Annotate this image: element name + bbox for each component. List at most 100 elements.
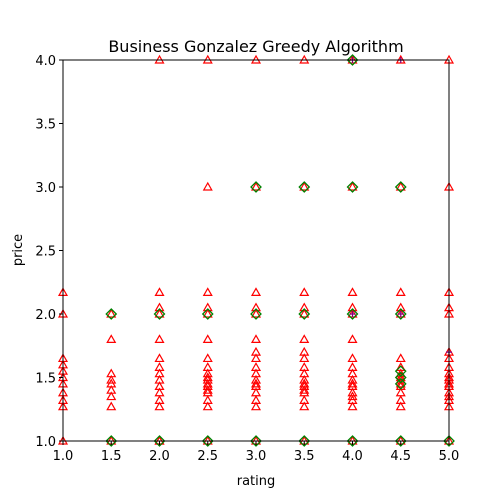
- data-point: [397, 311, 404, 317]
- data-point: [395, 387, 406, 397]
- y-tick-label: 4.0: [35, 54, 56, 69]
- data-point: [105, 435, 118, 447]
- data-point: [154, 334, 165, 343]
- data-point: [106, 401, 117, 411]
- data-point: [250, 387, 262, 397]
- x-tick-label: 2.0: [149, 449, 170, 464]
- data-point: [250, 353, 262, 363]
- x-tick-label: 3.0: [246, 449, 267, 464]
- x-tick-label: 4.0: [342, 449, 363, 464]
- data-point: [299, 181, 310, 191]
- data-point: [395, 181, 406, 191]
- data-point: [250, 401, 262, 411]
- data-point: [202, 374, 213, 384]
- data-point: [299, 353, 310, 363]
- data-point: [347, 181, 358, 191]
- data-point: [250, 308, 262, 318]
- data-point: [346, 308, 359, 320]
- x-tick-label: 3.5: [294, 449, 315, 464]
- data-point: [106, 374, 117, 384]
- data-point: [106, 334, 117, 343]
- data-point: [395, 378, 406, 388]
- x-tick-label: 2.5: [197, 449, 218, 464]
- data-point: [299, 395, 310, 404]
- data-point: [106, 308, 117, 318]
- plot-area: [57, 54, 455, 447]
- data-point: [250, 308, 262, 320]
- data-point: [250, 181, 262, 191]
- x-tick-label: 5.0: [439, 449, 460, 464]
- data-point: [250, 435, 262, 447]
- data-point: [202, 362, 213, 371]
- data-point: [250, 374, 262, 384]
- data-point: [106, 368, 117, 378]
- data-point: [299, 381, 310, 390]
- data-point: [202, 378, 213, 388]
- x-axis: 1.0 1.5 2.0 2.5 3.0 3.5 4.0 4.5 5.0: [53, 441, 460, 464]
- data-point: [250, 287, 262, 297]
- data-point: [202, 334, 213, 343]
- data-point: [394, 435, 407, 447]
- data-point: [298, 308, 311, 320]
- data-point: [347, 378, 358, 388]
- data-point: [202, 387, 213, 397]
- data-point: [106, 391, 117, 401]
- data-point: [154, 374, 165, 384]
- y-tick-label: 2.0: [35, 308, 56, 323]
- y-tick-label: 3.0: [35, 181, 56, 196]
- data-point: [347, 362, 358, 371]
- data-point: [250, 368, 262, 378]
- x-axis-label: rating: [237, 474, 276, 489]
- data-point: [154, 368, 165, 378]
- data-point: [154, 387, 165, 397]
- data-point: [154, 395, 165, 404]
- data-point: [201, 308, 214, 320]
- data-point: [394, 371, 407, 384]
- data-point: [347, 381, 358, 390]
- data-point: [202, 308, 213, 318]
- data-point: [250, 181, 262, 193]
- data-point: [299, 384, 310, 394]
- y-axis: 1.0 1.5 2.0 2.5 3.0 3.5 4.0: [35, 54, 63, 450]
- y-tick-label: 1.0: [35, 435, 56, 450]
- data-point: [154, 381, 165, 390]
- data-point: [250, 334, 262, 343]
- data-point: [250, 302, 262, 312]
- data-point: [299, 374, 310, 384]
- data-point: [347, 374, 358, 384]
- data-point: [250, 346, 262, 356]
- data-point: [299, 401, 310, 411]
- data-point: [347, 287, 358, 297]
- data-point: [395, 353, 406, 363]
- data-point: [202, 395, 213, 404]
- data-point: [202, 384, 213, 394]
- data-point: [105, 308, 118, 320]
- data-point: [395, 401, 406, 411]
- data-point: [299, 287, 310, 297]
- data-point: [154, 353, 165, 363]
- data-point: [202, 181, 213, 191]
- data-point: [201, 435, 214, 447]
- data-point: [347, 401, 358, 411]
- data-point: [202, 302, 213, 312]
- data-point: [347, 368, 358, 378]
- x-tick-label: 4.5: [390, 449, 411, 464]
- chart-title: Business Gonzalez Greedy Algorithm: [108, 37, 403, 56]
- data-point: [202, 368, 213, 378]
- data-point: [349, 311, 356, 317]
- data-point: [153, 308, 166, 320]
- data-point: [394, 181, 407, 193]
- data-point: [250, 395, 262, 404]
- data-point: [299, 362, 310, 371]
- data-point: [153, 435, 166, 447]
- y-tick-label: 2.5: [35, 245, 56, 260]
- data-point: [202, 381, 213, 390]
- diamond-series: [105, 54, 455, 447]
- y-tick-label: 1.5: [35, 372, 56, 387]
- data-point: [250, 378, 262, 388]
- data-point: [346, 181, 359, 193]
- data-point: [250, 381, 262, 390]
- x-tick-label: 1.5: [101, 449, 122, 464]
